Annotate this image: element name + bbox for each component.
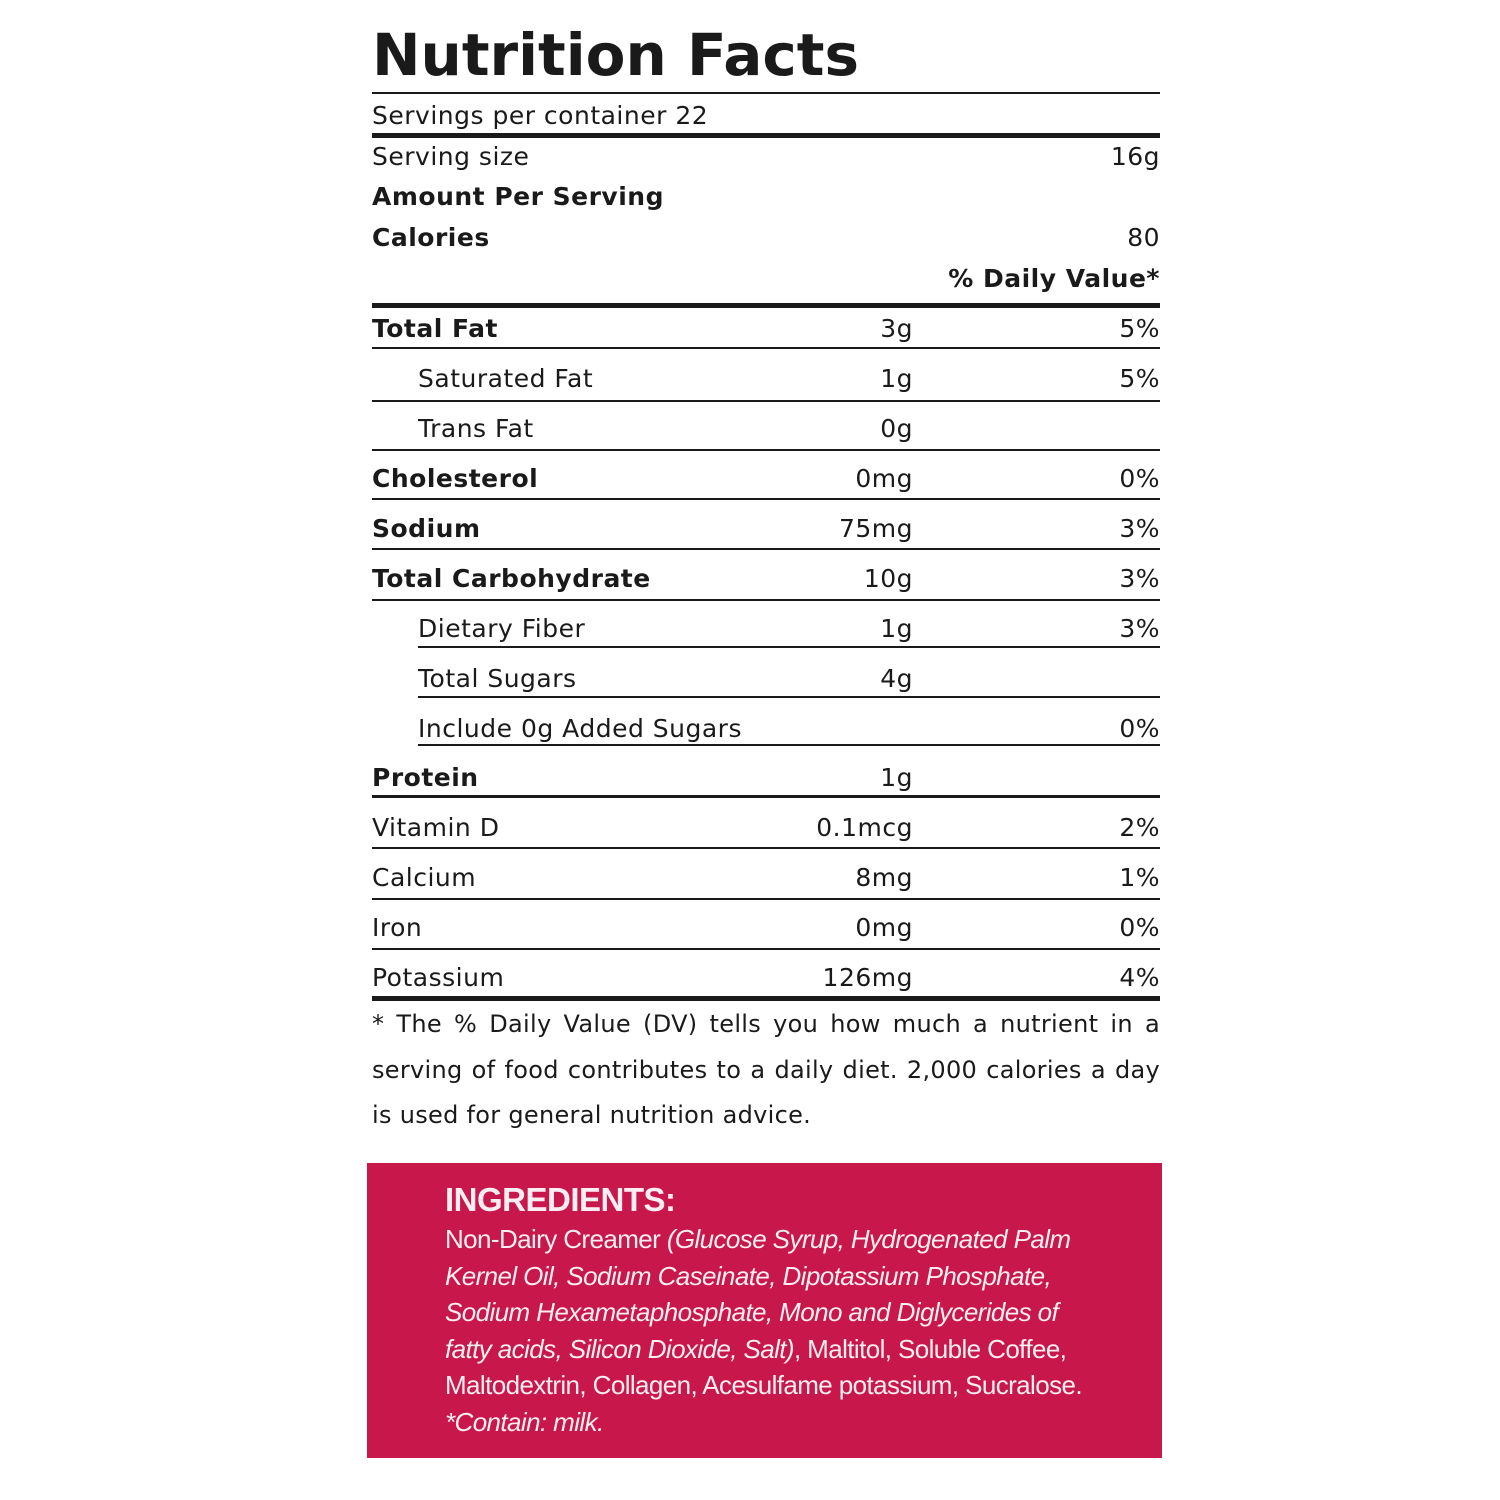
nutrient-row: Protein 1g bbox=[372, 760, 1160, 796]
rule bbox=[418, 744, 1160, 746]
rule bbox=[372, 898, 1160, 900]
nutrient-name: Calcium bbox=[372, 863, 477, 892]
nutrient-name: Total Carbohydrate bbox=[372, 564, 651, 593]
nutrient-name: Total Sugars bbox=[418, 664, 577, 693]
rule bbox=[418, 646, 1160, 648]
nutrient-row: Sodium 75mg 3% bbox=[372, 511, 1160, 547]
footnote: * The % Daily Value (DV) tells you how m… bbox=[372, 1010, 1160, 1129]
nutrient-amount: 1g bbox=[880, 614, 913, 643]
nutrient-row: Trans Fat 0g bbox=[372, 411, 1160, 447]
nutrient-dv: 5% bbox=[1119, 364, 1160, 393]
servings: Servings per container 22 bbox=[372, 101, 709, 130]
nutrient-amount: 1g bbox=[880, 364, 913, 393]
nutrient-name: Dietary Fiber bbox=[418, 614, 586, 643]
rule bbox=[418, 696, 1160, 698]
nutrient-row: Vitamin D 0.1mcg 2% bbox=[372, 810, 1160, 846]
nutrient-amount: 126mg bbox=[822, 963, 913, 992]
rule bbox=[372, 498, 1160, 500]
calories: 80 bbox=[1127, 223, 1160, 252]
nutrient-row: Iron 0mg 0% bbox=[372, 910, 1160, 946]
calories-label: Calories bbox=[372, 223, 490, 252]
ingredient-rest: , Maltitol, Soluble Coffee, Maltodextrin… bbox=[445, 1333, 1083, 1401]
nutrient-amount: 0.1mcg bbox=[816, 813, 913, 842]
nutrient-row: Calcium 8mg 1% bbox=[372, 860, 1160, 896]
nutrient-amount: 75mg bbox=[838, 514, 913, 543]
nutrient-amount: 4g bbox=[880, 664, 913, 693]
rule bbox=[372, 599, 1160, 601]
nutrient-amount: 8mg bbox=[855, 863, 913, 892]
nutrient-row: Include 0g Added Sugars 0% bbox=[372, 711, 1160, 747]
serving-size: 16g bbox=[1110, 142, 1160, 171]
nutrient-dv: 0% bbox=[1119, 464, 1160, 493]
nutrient-name: Sodium bbox=[372, 514, 481, 543]
allergen: *Contain: milk. bbox=[445, 1406, 604, 1437]
nutrient-row: Cholesterol 0mg 0% bbox=[372, 461, 1160, 497]
nutrient-row: Saturated Fat 1g 5% bbox=[372, 361, 1160, 397]
nutrient-name: Potassium bbox=[372, 963, 505, 992]
nutrient-amount: 0mg bbox=[855, 913, 913, 942]
nutrient-dv: 2% bbox=[1119, 813, 1160, 842]
ingredient-detail: (Glucose Syrup, Hydrogenated Palm Kernel… bbox=[445, 1224, 1071, 1364]
rule bbox=[372, 548, 1160, 550]
rule bbox=[372, 133, 1160, 138]
rule bbox=[372, 92, 1160, 94]
title: Nutrition Facts bbox=[372, 21, 859, 89]
nutrient-amount: 0mg bbox=[855, 464, 913, 493]
nutrient-dv: 3% bbox=[1119, 514, 1160, 543]
nutrient-dv: 1% bbox=[1119, 863, 1160, 892]
serving-size-label: Serving size bbox=[372, 142, 530, 171]
nutrient-amount: 10g bbox=[863, 564, 913, 593]
nutrient-row: Total Sugars 4g bbox=[372, 661, 1160, 697]
nutrient-name: Total Fat bbox=[372, 314, 498, 343]
nutrient-amount: 0g bbox=[880, 414, 913, 443]
nutrient-name: Iron bbox=[372, 913, 423, 942]
ingredients-title: INGREDIENTS: bbox=[445, 1181, 676, 1218]
nutrient-dv: 5% bbox=[1119, 314, 1160, 343]
nutrient-name: Protein bbox=[372, 763, 479, 792]
rule bbox=[372, 996, 1160, 1001]
nutrient-amount: 3g bbox=[880, 314, 913, 343]
nutrient-name: Cholesterol bbox=[372, 464, 539, 493]
ingredients-panel: INGREDIENTS: Non-Dairy Creamer (Glucose … bbox=[367, 1163, 1162, 1458]
nutrient-name: Include 0g Added Sugars bbox=[418, 714, 742, 743]
rule bbox=[372, 400, 1160, 402]
nutrient-dv: 4% bbox=[1119, 963, 1160, 992]
nutrient-row: Potassium 126mg 4% bbox=[372, 960, 1160, 996]
nutrient-dv: 0% bbox=[1119, 714, 1160, 743]
ingredient-lead: Non-Dairy Creamer bbox=[445, 1224, 661, 1254]
nutrient-dv: 3% bbox=[1119, 614, 1160, 643]
nutrient-dv: 0% bbox=[1119, 913, 1160, 942]
nutrient-name: Saturated Fat bbox=[418, 364, 594, 393]
daily-value-header: % Daily Value* bbox=[948, 264, 1160, 293]
rule bbox=[372, 449, 1160, 451]
nutrient-row: Dietary Fiber 1g 3% bbox=[372, 611, 1160, 647]
nutrient-row: Total Fat 3g 5% bbox=[372, 311, 1160, 347]
rule bbox=[372, 347, 1160, 349]
nutrient-dv: 3% bbox=[1119, 564, 1160, 593]
rule bbox=[372, 948, 1160, 950]
rule bbox=[372, 847, 1160, 849]
nutrient-row: Total Carbohydrate 10g 3% bbox=[372, 561, 1160, 597]
rule bbox=[372, 303, 1160, 308]
nutrient-amount: 1g bbox=[880, 763, 913, 792]
ingredients-text: Non-Dairy Creamer (Glucose Syrup, Hydrog… bbox=[445, 1221, 1085, 1440]
nutrient-name: Trans Fat bbox=[418, 414, 534, 443]
nutrient-name: Vitamin D bbox=[372, 813, 500, 842]
amount-per-serving: Amount Per Serving bbox=[372, 182, 664, 211]
rule bbox=[372, 795, 1160, 798]
